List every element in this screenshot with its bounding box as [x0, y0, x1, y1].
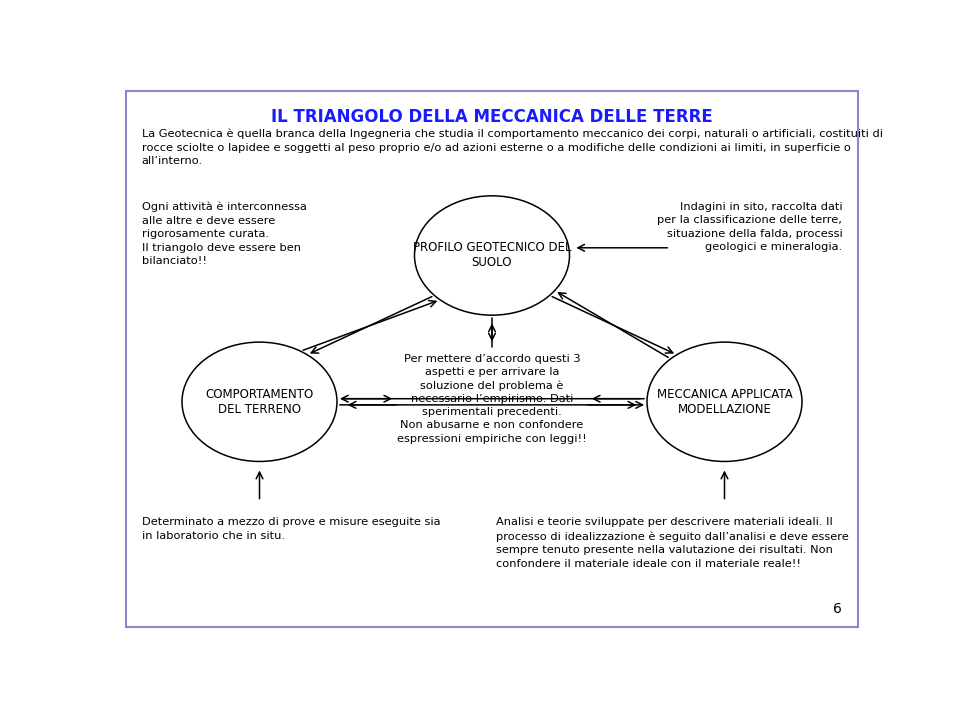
Text: IL TRIANGOLO DELLA MECCANICA DELLE TERRE: IL TRIANGOLO DELLA MECCANICA DELLE TERRE [271, 107, 713, 126]
Text: COMPORTAMENTO
DEL TERRENO: COMPORTAMENTO DEL TERRENO [205, 387, 314, 416]
Text: La Geotecnica è quella branca della Ingegneria che studia il comportamento mecca: La Geotecnica è quella branca della Inge… [142, 129, 882, 166]
Text: PROFILO GEOTECNICO DEL
SUOLO: PROFILO GEOTECNICO DEL SUOLO [413, 242, 571, 269]
Ellipse shape [182, 342, 337, 461]
Text: Determinato a mezzo di prove e misure eseguite sia
in laboratorio che in situ.: Determinato a mezzo di prove e misure es… [142, 518, 441, 541]
Text: Indagini in sito, raccolta dati
per la classificazione delle terre,
situazione d: Indagini in sito, raccolta dati per la c… [658, 202, 842, 252]
Text: Ogni attività è interconnessa
alle altre e deve essere
rigorosamente curata.
Il : Ogni attività è interconnessa alle altre… [142, 202, 306, 267]
Text: Per mettere d’accordo questi 3
aspetti e per arrivare la
soluzione del problema : Per mettere d’accordo questi 3 aspetti e… [397, 353, 587, 444]
Ellipse shape [415, 196, 569, 315]
Text: Analisi e teorie sviluppate per descrivere materiali ideali. Il
processo di idea: Analisi e teorie sviluppate per descrive… [496, 518, 849, 569]
Text: .: . [491, 196, 493, 205]
Ellipse shape [647, 342, 802, 461]
Text: 6: 6 [833, 602, 842, 616]
Text: MECCANICA APPLICATA
MODELLAZIONE: MECCANICA APPLICATA MODELLAZIONE [657, 387, 792, 416]
